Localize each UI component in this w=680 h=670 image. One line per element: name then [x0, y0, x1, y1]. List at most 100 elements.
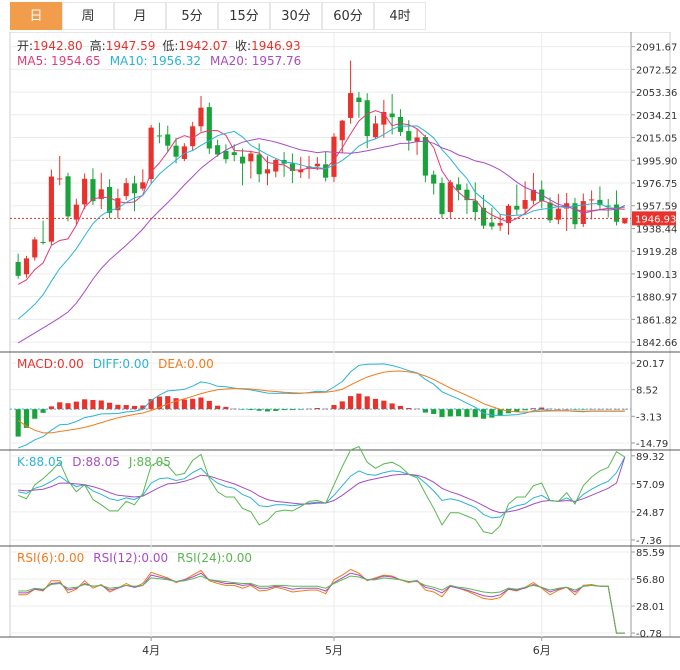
candle-up — [298, 169, 304, 173]
macd-bar-positive — [165, 396, 171, 410]
candle-down — [364, 100, 370, 137]
macd-bar-positive — [539, 407, 545, 410]
j-line — [18, 445, 626, 535]
candle-down — [439, 183, 445, 215]
candle-down — [223, 150, 229, 160]
macd-bar-positive — [115, 404, 121, 410]
candle-up — [314, 163, 320, 167]
legend-item: MA5: 1954.65 — [17, 54, 101, 68]
candle-down — [289, 163, 295, 171]
macd-bar-positive — [57, 402, 63, 410]
candle-up — [73, 204, 79, 220]
candle-down — [256, 154, 262, 175]
macd-bar-negative — [422, 409, 428, 413]
macd-bar-positive — [547, 408, 553, 410]
candle-down — [456, 184, 462, 191]
candle-up — [82, 178, 88, 205]
ohlc-value: 1942.80 — [33, 39, 83, 53]
ohlc-value: 1946.93 — [251, 39, 301, 53]
tab-2[interactable]: 月 — [114, 2, 166, 30]
candle-down — [547, 202, 553, 221]
macd-bar-negative — [572, 409, 578, 410]
macd-tick-label: -14.79 — [636, 439, 668, 450]
candle-down — [131, 183, 138, 194]
macd-bar-negative — [248, 409, 254, 411]
panel-legends: 开:1942.80 高:1947.59 低:1942.07 收:1946.93 MA5… — [17, 38, 301, 565]
candle-up — [580, 201, 586, 224]
candle-up — [98, 189, 104, 199]
macd-bar-negative — [522, 409, 528, 411]
candle-up — [32, 239, 38, 258]
legend-item: MA20: 1957.76 — [210, 54, 301, 68]
macd-bar-negative — [239, 409, 246, 410]
kdj-tick-label: 24.87 — [636, 508, 665, 519]
tab-0[interactable]: 日 — [10, 2, 62, 30]
candle-down — [65, 176, 71, 217]
macd-bar-positive — [131, 405, 138, 410]
macd-bar-positive — [530, 408, 537, 410]
candle-up — [505, 205, 512, 224]
candle-down — [206, 107, 212, 149]
macd-bar-positive — [173, 398, 179, 410]
macd-bar-negative — [15, 409, 21, 437]
macd-tick-label: 20.17 — [636, 359, 665, 370]
candle-up — [447, 182, 453, 213]
macd-bar-negative — [32, 409, 38, 419]
ohlc-legend: 开:1942.80 高:1947.59 低:1942.07 收:1946.93 — [17, 38, 301, 53]
macd-bar-positive — [323, 408, 329, 410]
price-tick-label: 2072.52 — [636, 65, 677, 76]
candle-up — [622, 218, 628, 224]
tab-1[interactable]: 周 — [62, 2, 114, 30]
candle-down — [239, 156, 246, 164]
price-tick-label: 2015.05 — [636, 134, 677, 145]
macd-bar-positive — [381, 400, 387, 410]
legend-item: J:88.05 — [128, 455, 171, 469]
price-tick-label: 1842.66 — [636, 338, 677, 349]
macd-bar-positive — [348, 396, 354, 410]
macd-bar-positive — [190, 398, 196, 410]
candle-up — [181, 146, 187, 159]
candle-down — [323, 164, 329, 178]
macd-bar-negative — [472, 409, 478, 418]
candle-down — [597, 199, 603, 206]
macd-tick-label: -3.13 — [636, 412, 662, 423]
candle-up — [123, 183, 129, 196]
macd-bar-negative — [497, 409, 503, 416]
candle-down — [605, 205, 611, 207]
macd-bar-positive — [223, 406, 229, 410]
price-tick-label: 1861.82 — [636, 315, 677, 326]
tab-5[interactable]: 30分 — [270, 2, 322, 30]
period-tab-bar: 日周月 5分 15分 30分 60分 4时 — [0, 0, 680, 32]
macd-bar-positive — [356, 393, 362, 410]
macd-panel — [10, 363, 631, 449]
macd-bar-negative — [447, 409, 453, 417]
ohlc-label: 收: — [235, 39, 251, 53]
macd-bar-negative — [298, 409, 304, 410]
macd-bar-negative — [23, 409, 30, 428]
candle-up — [331, 136, 337, 177]
kdj-tick-label: -7.36 — [636, 536, 662, 547]
candle-down — [165, 134, 171, 146]
macd-bar-positive — [564, 409, 570, 410]
last-price-label: 1946.93 — [635, 214, 676, 225]
tab-7[interactable]: 4时 — [374, 2, 426, 30]
macd-bar-positive — [48, 406, 54, 410]
candle-down — [514, 205, 520, 210]
candle-up — [589, 199, 595, 201]
y-axis-labels: 2091.67 2072.52 2053.36 2034.21 2015.05 1995.… — [631, 43, 677, 640]
macd-bar-negative — [480, 409, 487, 419]
ohlc-value: 1942.07 — [178, 39, 228, 53]
tab-4[interactable]: 15分 — [218, 2, 270, 30]
macd-bar-positive — [589, 408, 595, 410]
candle-up — [273, 159, 279, 172]
macd-bar-positive — [306, 408, 312, 410]
diff-line — [18, 363, 625, 449]
tab-6[interactable]: 60分 — [322, 2, 374, 30]
ohlc-label: 开: — [17, 39, 33, 53]
macd-bar-positive — [98, 400, 104, 410]
tab-3[interactable]: 5分 — [166, 2, 218, 30]
kdj-panel — [18, 445, 626, 535]
legend-item: MA10: 1956.32 — [110, 54, 201, 68]
candle-up — [248, 153, 254, 162]
candle-down — [40, 242, 46, 244]
